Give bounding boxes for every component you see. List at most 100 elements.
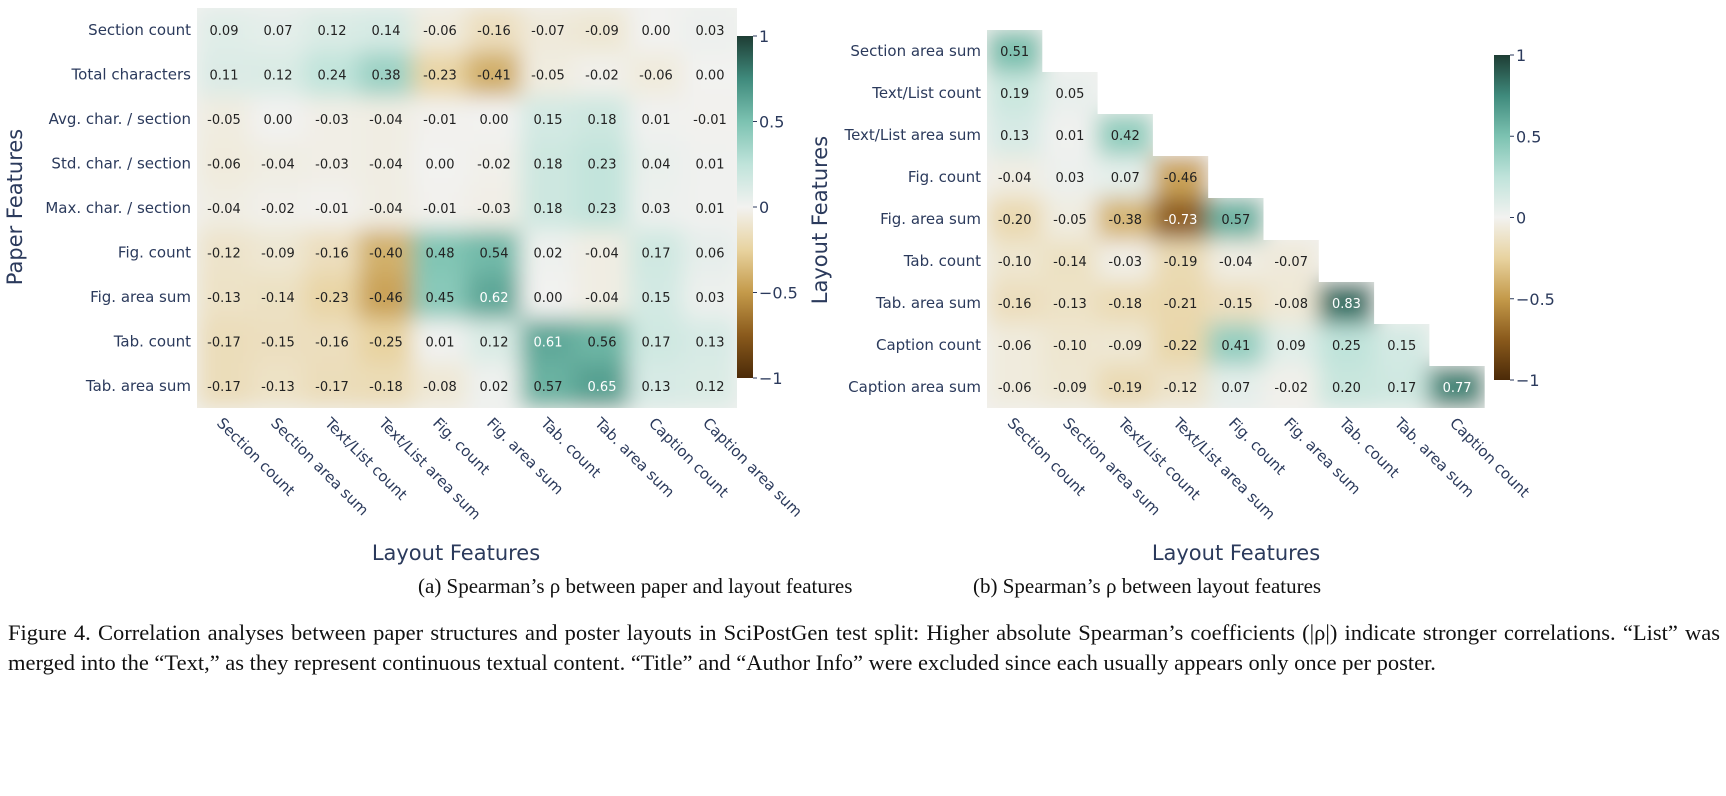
heatmap-cell: [520, 185, 576, 231]
heatmap-cell: [628, 318, 684, 365]
cell-value-label: -0.14: [261, 291, 295, 306]
x-tick-label: Caption area sum: [699, 414, 806, 521]
cell-value-label: 0.48: [426, 246, 455, 261]
heatmap-cell: [304, 318, 360, 365]
cell-value-label: -0.21: [1164, 297, 1198, 312]
heatmap-cell: [1041, 365, 1099, 408]
heatmap-cell: [412, 318, 468, 365]
y-tick-label: Fig. count: [118, 243, 191, 261]
cell-value-label: -0.06: [207, 158, 241, 173]
cell-value-label: -0.02: [1274, 381, 1308, 396]
cell-value-label: -0.13: [1053, 297, 1087, 312]
heatmap-cell: [1041, 155, 1099, 199]
heatmap-cell: [358, 51, 414, 98]
heatmap-cell: [197, 185, 252, 231]
cell-value-label: -0.23: [423, 69, 457, 84]
cell-value-label: 0.00: [534, 291, 563, 306]
cell-value-label: 0.04: [642, 158, 671, 173]
cell-value-label: -0.02: [585, 69, 619, 84]
cell-value-label: -0.06: [998, 381, 1032, 396]
x-tick-label: Text/List area sum: [374, 413, 484, 523]
heatmap-cell: [682, 363, 737, 409]
cell-value-label: -0.04: [369, 202, 403, 217]
heatmap-cell: [574, 96, 630, 142]
heatmap-cell: [250, 274, 306, 320]
cell-value-label: -0.16: [477, 24, 511, 39]
cell-value-label: -0.03: [315, 113, 349, 128]
cell-value-label: -0.16: [315, 246, 349, 261]
cell-value-label: 0.15: [534, 113, 563, 128]
heatmap-cell: [628, 140, 684, 187]
cell-value-label: 0.19: [1000, 87, 1029, 102]
cell-value-label: 0.01: [426, 335, 455, 350]
cell-value-label: -0.18: [1108, 297, 1142, 312]
heatmap-cell: [682, 96, 737, 142]
heatmap-cell: [250, 8, 306, 53]
cell-value-label: 0.23: [588, 202, 617, 217]
heatmap-cell: [1152, 323, 1209, 367]
heatmap-cell: [412, 363, 468, 409]
cell-value-label: 0.54: [480, 246, 509, 261]
heatmap-cell: [1097, 365, 1154, 408]
heatmap-cell: [250, 185, 306, 231]
heatmap-cell: [466, 8, 522, 53]
cell-value-label: 0.03: [696, 24, 725, 39]
cell-value-label: -0.05: [531, 69, 565, 84]
cell-value-label: 0.14: [372, 24, 401, 39]
heatmap-cell: [1097, 281, 1154, 325]
y-tick-label: Max. char. / section: [45, 199, 191, 217]
cell-value-label: -0.01: [315, 202, 349, 217]
heatmap-cell: [574, 274, 630, 320]
cell-value-label: 0.09: [210, 24, 239, 39]
x-axis-title: Layout Features: [372, 541, 540, 565]
heatmap-cell: [628, 274, 684, 320]
colorbar: [737, 36, 753, 378]
cell-value-label: -0.10: [998, 255, 1032, 270]
y-tick-label: Caption area sum: [848, 378, 981, 396]
cell-value-label: 0.56: [588, 335, 617, 350]
heatmap-cell: [574, 229, 630, 276]
cell-value-label: -0.04: [585, 291, 619, 306]
cell-value-label: 0.23: [588, 158, 617, 173]
y-axis-title: Paper Features: [3, 129, 27, 285]
cell-value-label: 0.11: [210, 69, 239, 84]
cell-value-label: -0.38: [1108, 213, 1142, 228]
heatmap-cell: [466, 229, 522, 276]
heatmap-cell: [250, 140, 306, 187]
heatmap-cell: [412, 274, 468, 320]
cell-value-label: -0.06: [998, 339, 1032, 354]
y-tick-label: Tab. count: [113, 332, 191, 350]
y-tick-label: Tab. count: [903, 252, 981, 270]
cell-value-label: 0.83: [1332, 297, 1361, 312]
heatmap-cell: [682, 229, 737, 276]
cell-value-label: -0.19: [1108, 381, 1142, 396]
cell-value-label: 0.12: [480, 335, 509, 350]
heatmap-cell: [412, 140, 468, 187]
heatmap-cell: [682, 185, 737, 231]
heatmap-cell: [1152, 281, 1209, 325]
heatmap-cell: [682, 140, 737, 187]
cell-value-label: -0.05: [207, 113, 241, 128]
cell-value-label: -0.01: [423, 113, 457, 128]
cell-value-label: -0.07: [531, 24, 565, 39]
heatmap-cell: [197, 8, 252, 53]
cell-value-label: 0.00: [426, 158, 455, 173]
heatmap-cell: [304, 229, 360, 276]
heatmap-cell: [1041, 281, 1099, 325]
cell-value-label: 0.13: [642, 380, 671, 395]
heatmap-cell: [1152, 365, 1209, 408]
heatmap-cell: [628, 185, 684, 231]
heatmap-cell: [304, 185, 360, 231]
cell-value-label: -0.10: [1053, 339, 1087, 354]
heatmap-cell: [412, 185, 468, 231]
heatmap-cell: [358, 318, 414, 365]
heatmap-cell: [466, 140, 522, 187]
cell-value-label: -0.04: [369, 113, 403, 128]
heatmap-cell: [682, 8, 737, 53]
subcaption-a: (a) Spearman’s ρ between paper and layou…: [418, 574, 853, 598]
cell-value-label: 0.03: [696, 291, 725, 306]
heatmap-cell: [358, 229, 414, 276]
y-tick-label: Std. char. / section: [51, 155, 191, 173]
heatmap-cell: [987, 239, 1043, 283]
heatmap-cell: [1041, 323, 1099, 367]
